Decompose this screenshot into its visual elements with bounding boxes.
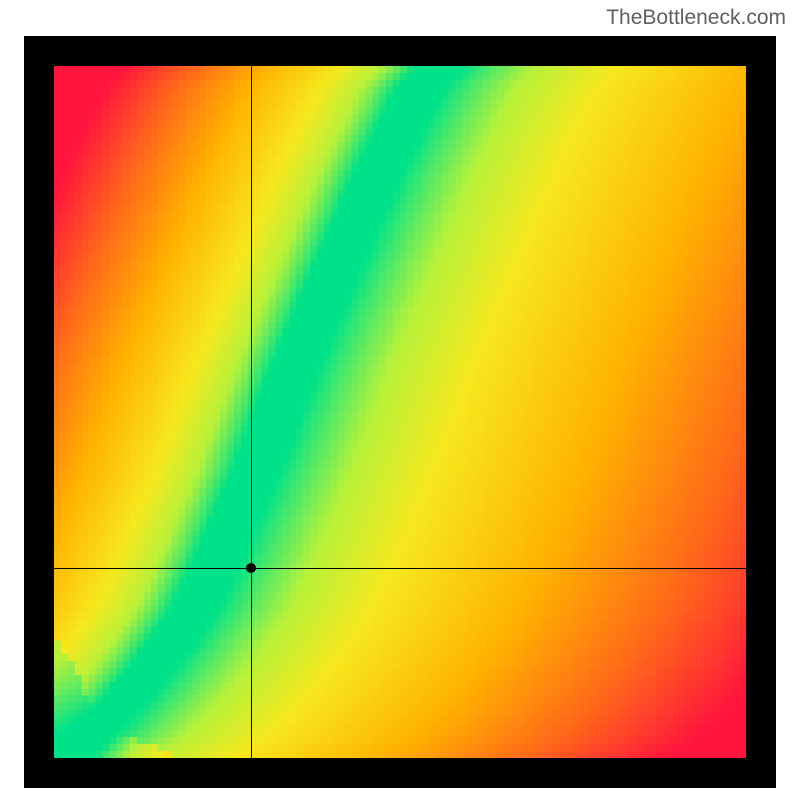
watermark-text: TheBottleneck.com <box>606 6 786 30</box>
crosshair-vertical <box>251 66 252 758</box>
crosshair-horizontal <box>54 568 746 569</box>
crosshair-point <box>246 563 256 573</box>
heatmap-canvas <box>54 66 746 758</box>
plot-frame <box>24 36 776 788</box>
chart-container: TheBottleneck.com <box>0 0 800 800</box>
